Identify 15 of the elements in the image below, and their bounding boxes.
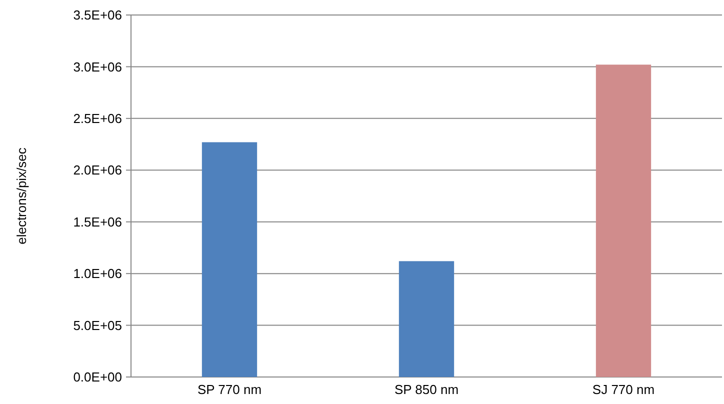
y-tick-label: 5.0E+05 <box>73 318 122 333</box>
y-tick-label: 2.0E+06 <box>73 162 122 178</box>
y-tick-label: 3.0E+06 <box>73 59 122 74</box>
y-axis-title: electrons/pix/sec <box>14 147 29 244</box>
y-tick-label: 2.5E+06 <box>73 110 122 126</box>
x-tick-label: SJ 770 nm <box>592 382 655 397</box>
y-tick-label: 0.0E+00 <box>73 370 122 385</box>
bar <box>202 142 258 377</box>
x-tick-label: SP 770 nm <box>197 382 262 397</box>
y-tick-label: 1.0E+06 <box>73 266 122 282</box>
y-tick-label: 1.5E+06 <box>73 214 122 230</box>
x-tick-label: SP 850 nm <box>394 382 459 397</box>
y-tick-label: 3.5E+06 <box>73 8 122 23</box>
bar <box>398 261 454 377</box>
bar <box>596 64 652 377</box>
